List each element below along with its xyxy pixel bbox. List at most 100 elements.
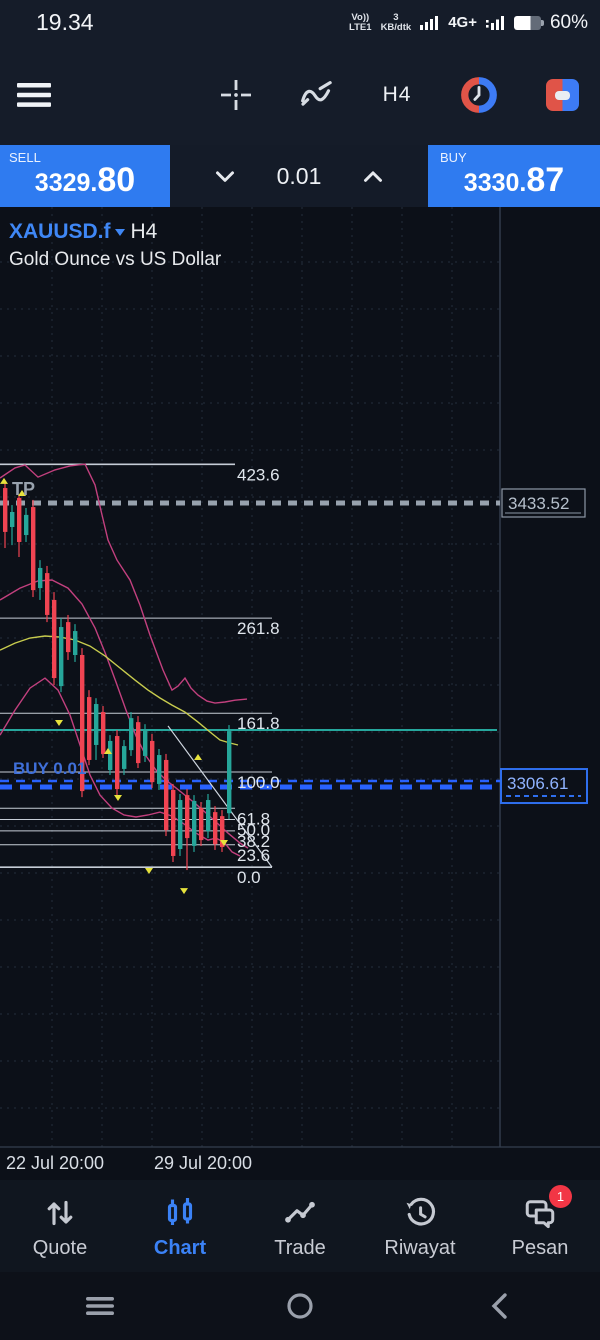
candle-body (199, 808, 204, 841)
messages-icon (525, 1199, 555, 1228)
unread-badge: 1 (549, 1184, 572, 1208)
fib-label: 423.6 (237, 465, 280, 484)
buy-price: 3330.87 (463, 161, 565, 199)
new-order-button[interactable] (536, 45, 588, 145)
fractal-down-icon (180, 888, 188, 895)
candle-body (157, 755, 162, 784)
sell-price: 3329.80 (34, 161, 136, 199)
candle-body (227, 731, 232, 814)
volume-increase-button[interactable] (358, 161, 388, 191)
network-type: 4G+ (448, 14, 477, 31)
trade-line-icon (285, 1201, 315, 1223)
position-price-box (500, 768, 588, 805)
candle-body (10, 511, 15, 527)
sell-label: SELL (9, 150, 41, 165)
chart-candles-icon (167, 1197, 193, 1225)
android-menu-button[interactable] (0, 1294, 200, 1318)
x-axis-label: 29 Jul 20:00 (154, 1153, 252, 1173)
candle-body (73, 631, 78, 656)
candle-body (143, 729, 148, 756)
trendline[interactable] (167, 725, 273, 868)
nav-item-quote[interactable]: Quote (0, 1180, 120, 1272)
candle-body (94, 704, 99, 745)
tp-price-label: 3433.52 (508, 494, 569, 513)
one-click-trading-panel: SELL 3329.80 0.01 BUY 3330.87 (0, 145, 600, 207)
fib-label: 38.2 (237, 832, 270, 851)
fib-label: 261.8 (237, 619, 280, 638)
volte-icon: Vo)) LTE1 (349, 11, 372, 33)
buy-label: BUY (440, 150, 467, 165)
candle-body (80, 655, 85, 792)
fractal-up-icon (194, 754, 202, 761)
nav-item-trade[interactable]: Trade (240, 1180, 360, 1272)
volume-value[interactable]: 0.01 (276, 162, 322, 189)
x-axis-label: 22 Jul 20:00 (6, 1153, 104, 1173)
fractal-up-icon (104, 748, 112, 755)
hamburger-icon (17, 83, 51, 107)
candle-body (122, 746, 127, 769)
position-price-label: 3306.61 (507, 774, 568, 793)
buy-button[interactable]: BUY 3330.87 (428, 145, 600, 207)
candle-body (87, 697, 92, 760)
tp-label: TP (12, 479, 35, 499)
fib-label: 100.0 (237, 773, 280, 792)
position-label: BUY 0.01 (13, 759, 86, 778)
candle-body (45, 573, 50, 615)
nav-item-riwayat[interactable]: Riwayat (360, 1180, 480, 1272)
price-chart[interactable]: 423.6 261.8 161.8 100.0 61.850.038.223.6 0.0 T… (0, 207, 600, 1180)
fractal-down-icon (114, 795, 122, 802)
nav-item-pesan[interactable]: 1 Pesan (480, 1180, 600, 1272)
candle-body (52, 599, 57, 679)
fractal-down-icon (55, 720, 63, 727)
bollinger-middle-line (0, 579, 249, 849)
signal-bars-sim2-icon (485, 16, 504, 30)
quotes-arrows-icon (47, 1200, 73, 1225)
recent-apps-icon (86, 1297, 114, 1315)
status-icons: Vo)) LTE1 3 KB/dtk 4G+ 60% (349, 12, 588, 34)
android-home-button[interactable] (200, 1291, 400, 1321)
candle-body (38, 567, 43, 589)
android-back-button[interactable] (400, 1291, 600, 1321)
volume-decrease-button[interactable] (210, 161, 240, 191)
sessions-clock-icon (461, 77, 497, 113)
tp-price-box (501, 488, 586, 518)
candle-body (108, 740, 113, 771)
nav-item-chart[interactable]: Chart (120, 1180, 240, 1272)
timeframe-button[interactable]: H4 (373, 45, 421, 145)
market-sessions-button[interactable] (455, 45, 503, 145)
status-time: 19.34 (36, 9, 94, 35)
fib-label: 0.0 (237, 868, 261, 887)
candle-body (213, 812, 218, 845)
new-order-icon (545, 79, 579, 111)
fractal-up-icon (18, 489, 26, 496)
back-chevron-icon (491, 1293, 507, 1319)
fractal-up-icon (0, 477, 8, 484)
indicators-button[interactable] (292, 45, 340, 145)
symbol-selector[interactable]: XAUUSD.f (9, 220, 111, 243)
candle-body (178, 800, 183, 850)
data-rate-indicator: 3 KB/dtk (380, 11, 412, 33)
candle-body (185, 795, 190, 839)
fib-label: 161.8 (237, 714, 280, 733)
candle-body (171, 789, 176, 856)
bottom-navigation: Quote Chart Trade (0, 1180, 600, 1272)
crosshair-button[interactable] (212, 45, 260, 145)
candle-body (59, 627, 64, 687)
fractal-down-icon (220, 839, 228, 846)
fib-label: 23.6 (237, 846, 270, 865)
candle-body (192, 800, 197, 846)
menu-button[interactable] (6, 45, 62, 145)
fib-label: 61.8 (237, 809, 270, 828)
candle-body (150, 740, 155, 783)
bollinger-upper-line (0, 463, 248, 704)
candle-body (17, 497, 22, 542)
android-navigation-bar (0, 1272, 600, 1340)
crosshair-icon (221, 80, 251, 110)
home-circle-icon (287, 1293, 313, 1319)
indicator-function-icon (301, 81, 332, 106)
timeframe-label: H4 (382, 83, 412, 106)
sell-button[interactable]: SELL 3329.80 (0, 145, 170, 207)
fib-label: 50.0 (237, 820, 270, 839)
battery-icon (513, 15, 544, 30)
